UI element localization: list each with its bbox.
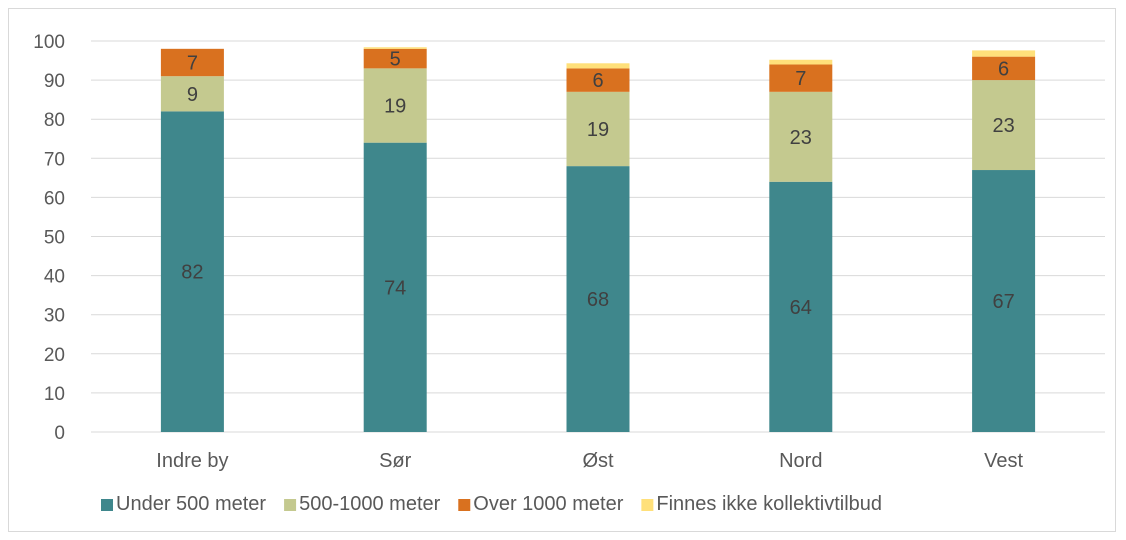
data-label: 7 xyxy=(795,68,806,90)
legend-label: Over 1000 meter xyxy=(473,493,623,515)
stacked-bar-chart: 0 10 20 30 40 50 60 70 80 90 100 82 9 7 74 19 5 68 19 6 64 2… xyxy=(9,9,1117,533)
chart-frame: 0 10 20 30 40 50 60 70 80 90 100 82 9 7 74 19 5 68 19 6 64 2… xyxy=(8,8,1116,532)
data-label: 5 xyxy=(390,49,401,71)
y-tick-label: 90 xyxy=(44,71,65,92)
y-tick-label: 60 xyxy=(44,188,65,209)
data-label: 19 xyxy=(587,119,609,141)
y-tick-label: 10 xyxy=(44,384,65,405)
legend-swatch xyxy=(458,499,470,511)
y-tick-label: 50 xyxy=(44,228,65,249)
legend-swatch xyxy=(641,499,653,511)
legend-item: Over 1000 meter xyxy=(458,493,623,515)
bar-segment xyxy=(769,60,832,65)
data-label: 67 xyxy=(992,291,1014,313)
x-category-label: Nord xyxy=(779,450,822,472)
legend-label: Finnes ikke kollektivtilbud xyxy=(656,493,882,515)
x-category-label: Sør xyxy=(379,450,412,472)
legend-label: 500-1000 meter xyxy=(299,493,441,515)
bars-layer xyxy=(161,47,1035,432)
y-tick-label: 0 xyxy=(54,423,65,444)
y-tick-label: 100 xyxy=(33,32,65,53)
x-axis-categories: Indre by Sør Øst Nord Vest xyxy=(156,450,1023,472)
data-label: 23 xyxy=(992,115,1014,137)
y-tick-label: 70 xyxy=(44,149,65,170)
data-label: 74 xyxy=(384,277,406,299)
y-tick-label: 30 xyxy=(44,306,65,327)
x-category-label: Øst xyxy=(582,450,614,472)
data-label: 6 xyxy=(592,70,603,92)
y-axis-ticks: 0 10 20 30 40 50 60 70 80 90 100 xyxy=(33,32,65,444)
data-label: 64 xyxy=(790,297,812,319)
bar-segment xyxy=(972,50,1035,56)
y-tick-label: 80 xyxy=(44,110,65,131)
legend-item: 500-1000 meter xyxy=(284,493,441,515)
legend-label: Under 500 meter xyxy=(116,493,266,515)
data-label: 7 xyxy=(187,53,198,75)
legend-swatch xyxy=(284,499,296,511)
data-label: 9 xyxy=(187,84,198,106)
x-category-label: Vest xyxy=(984,450,1023,472)
data-label: 68 xyxy=(587,289,609,311)
legend: Under 500 meter 500-1000 meter Over 1000 m… xyxy=(101,493,882,515)
data-label: 19 xyxy=(384,96,406,118)
legend-item: Under 500 meter xyxy=(101,493,266,515)
x-category-label: Indre by xyxy=(156,450,228,472)
bar-segment xyxy=(567,63,630,68)
data-label: 6 xyxy=(998,58,1009,80)
y-tick-label: 40 xyxy=(44,267,65,288)
data-label: 23 xyxy=(790,127,812,149)
legend-item: Finnes ikke kollektivtilbud xyxy=(641,493,882,515)
data-label: 82 xyxy=(181,262,203,284)
y-tick-label: 20 xyxy=(44,345,65,366)
legend-swatch xyxy=(101,499,113,511)
